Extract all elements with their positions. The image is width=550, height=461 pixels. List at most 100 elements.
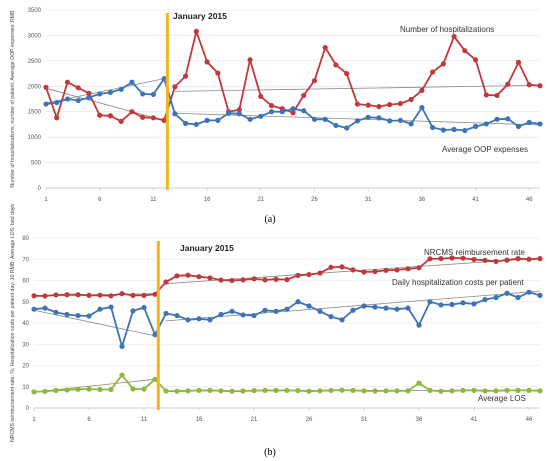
data-point xyxy=(251,276,257,282)
data-point xyxy=(75,386,81,392)
data-point xyxy=(86,386,92,392)
panel-a-annotation-hospitalizations: Number of hospitalizations xyxy=(400,25,494,34)
data-point xyxy=(240,312,246,318)
data-point xyxy=(204,59,210,65)
data-point xyxy=(408,96,414,103)
data-point xyxy=(416,380,422,386)
panel-a-annotation-oop: Average OOP expenses xyxy=(442,145,528,154)
data-point xyxy=(97,91,103,97)
data-point xyxy=(306,388,312,394)
data-point xyxy=(350,267,356,273)
data-point xyxy=(86,313,92,319)
data-point xyxy=(306,271,312,278)
data-point xyxy=(306,303,312,309)
data-point xyxy=(161,117,167,123)
data-point xyxy=(526,82,532,88)
data-point xyxy=(207,317,213,323)
trend-line xyxy=(45,87,165,121)
y-tick-label: 60 xyxy=(22,279,29,285)
data-point xyxy=(163,279,169,285)
panel-b-annotation-reimbursement: NRCMS reimbursement rate xyxy=(424,248,525,257)
x-tick-label: 31 xyxy=(361,417,368,423)
data-point xyxy=(339,387,345,393)
panel-a-trend-lines xyxy=(45,78,541,126)
data-point xyxy=(75,97,81,104)
data-point xyxy=(185,388,191,394)
data-point xyxy=(301,92,307,99)
data-point xyxy=(43,101,49,107)
data-point xyxy=(258,93,264,100)
data-point xyxy=(372,268,378,275)
panel-b-annotation-los: Average LOS xyxy=(478,394,526,403)
data-point xyxy=(372,388,378,394)
data-point xyxy=(193,121,199,128)
data-point xyxy=(537,121,543,127)
data-point xyxy=(119,343,125,349)
data-point xyxy=(483,121,489,127)
data-point xyxy=(430,124,436,131)
data-point xyxy=(472,57,479,63)
data-point xyxy=(207,387,213,393)
data-point xyxy=(119,291,125,297)
data-point xyxy=(262,387,268,393)
y-tick-label: 0 xyxy=(38,186,42,192)
data-point xyxy=(440,61,446,67)
data-point xyxy=(350,307,356,313)
data-point xyxy=(471,387,477,393)
data-point xyxy=(471,256,477,263)
data-point xyxy=(97,292,103,298)
x-tick-label: 1 xyxy=(44,197,48,203)
data-point xyxy=(537,292,543,298)
data-point xyxy=(361,388,367,394)
data-point xyxy=(225,110,232,116)
data-point xyxy=(129,79,135,85)
x-tick-label: 11 xyxy=(150,197,157,203)
data-point xyxy=(97,386,103,393)
data-point xyxy=(161,76,167,82)
trend-line xyxy=(165,290,541,322)
data-point xyxy=(394,306,400,312)
data-point xyxy=(526,119,532,125)
panel-b-intervention-label: January 2015 xyxy=(180,243,234,253)
data-point xyxy=(130,386,136,392)
data-point xyxy=(460,255,466,261)
data-point xyxy=(108,304,114,310)
data-point xyxy=(311,116,318,122)
x-tick-label: 21 xyxy=(257,197,264,203)
y-tick-label: 20 xyxy=(22,364,29,370)
data-point xyxy=(361,269,367,275)
data-point xyxy=(387,101,393,108)
y-tick-label: 80 xyxy=(22,236,29,242)
data-point xyxy=(482,297,488,303)
data-point xyxy=(350,387,356,393)
data-point xyxy=(273,276,279,282)
data-point xyxy=(333,122,339,129)
data-point xyxy=(440,127,446,133)
data-point xyxy=(196,316,202,322)
data-point xyxy=(229,308,235,314)
data-point xyxy=(64,96,71,102)
data-point xyxy=(236,107,242,113)
panel-a-intervention-label: January 2015 xyxy=(173,11,227,21)
data-point xyxy=(174,388,180,394)
x-tick-label: 1 xyxy=(32,417,36,423)
data-point xyxy=(460,387,466,393)
x-tick-label: 6 xyxy=(87,417,91,423)
data-point xyxy=(397,117,403,123)
panel-b-caption: (b) xyxy=(264,447,276,458)
data-point xyxy=(185,272,191,278)
data-point xyxy=(537,256,543,262)
data-point xyxy=(53,309,59,315)
data-point xyxy=(430,69,436,75)
data-point xyxy=(383,267,389,273)
panel-b-y-axis-label: NRCMS reimbursement rate: %; Hospitaliza… xyxy=(10,204,16,442)
data-point xyxy=(196,274,202,280)
data-point xyxy=(215,70,221,76)
data-point xyxy=(141,292,147,298)
data-point xyxy=(339,264,345,270)
y-tick-label: 3000 xyxy=(28,33,42,39)
data-point xyxy=(141,386,147,392)
data-point xyxy=(322,45,328,51)
